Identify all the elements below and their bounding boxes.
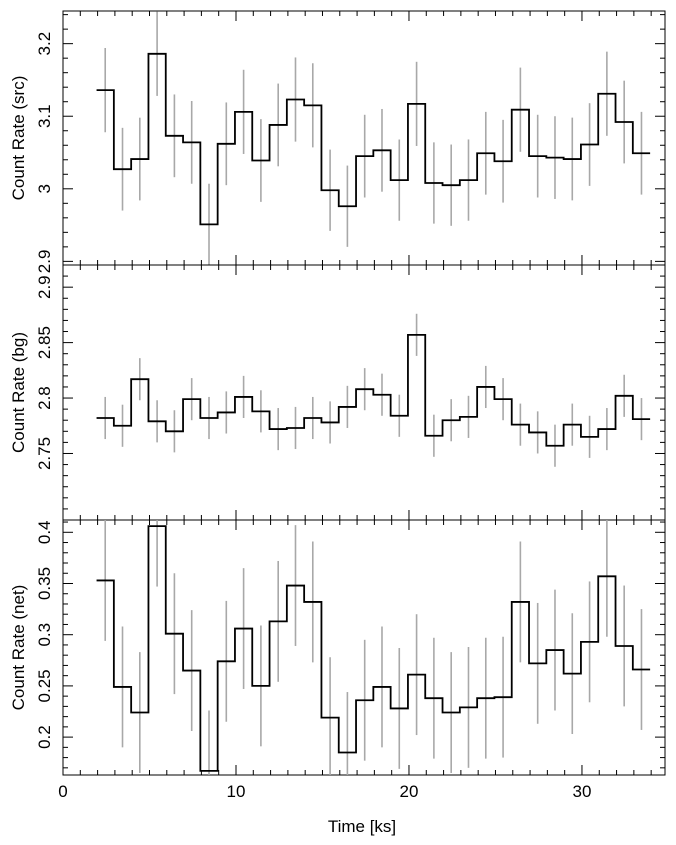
y-tick-label: 3.2 [35,32,54,56]
step-series-bg [96,333,651,447]
panel-src: 2.9 3 3.1 3.2 Count Rate (src) [9,10,666,274]
y-tick-label: 2.75 [35,437,54,470]
panel-net: 0.2 0.25 0.3 0.35 0.4 Count Rate (net) [9,519,666,776]
plot-area-bg [96,313,651,467]
y-tick-label: 3.1 [35,104,54,128]
x-axis-label: Time [ks] [328,817,396,836]
plot-area-net [96,520,651,775]
plot-area-src [96,11,651,265]
x-tick-label: 0 [58,782,67,801]
y-tick-label: 0.2 [35,725,54,749]
y-axis-label-bg: Count Rate (bg) [9,332,28,453]
y-axis-label-src: Count Rate (src) [9,76,28,201]
y-tick-label: 0.3 [35,623,54,647]
y-tick-label: 2.9 [35,250,54,274]
x-tick-label: 30 [573,782,592,801]
y-tick-label: 2.85 [35,326,54,359]
y-tick-label: 3 [35,184,54,193]
y-tick-label: 0.35 [35,567,54,600]
panel-bg: 2.75 2.8 2.85 2.9 Count Rate (bg) [9,264,666,521]
panels-group: 2.9 3 3.1 3.2 Count Rate (src) 2.75 2.8 2.85 2.9… [9,10,666,776]
y-tick-label: 2.8 [35,386,54,410]
step-series-src [96,52,651,226]
y-tick-label: 0.4 [35,520,54,544]
x-tick-label: 20 [400,782,419,801]
y-tick-label: 0.25 [35,669,54,702]
x-tick-label: 10 [227,782,246,801]
y-axis-label-net: Count Rate (net) [9,585,28,711]
y-tick-label: 2.9 [35,275,54,299]
plot-frame-net [62,519,666,776]
step-series-net [96,525,651,772]
